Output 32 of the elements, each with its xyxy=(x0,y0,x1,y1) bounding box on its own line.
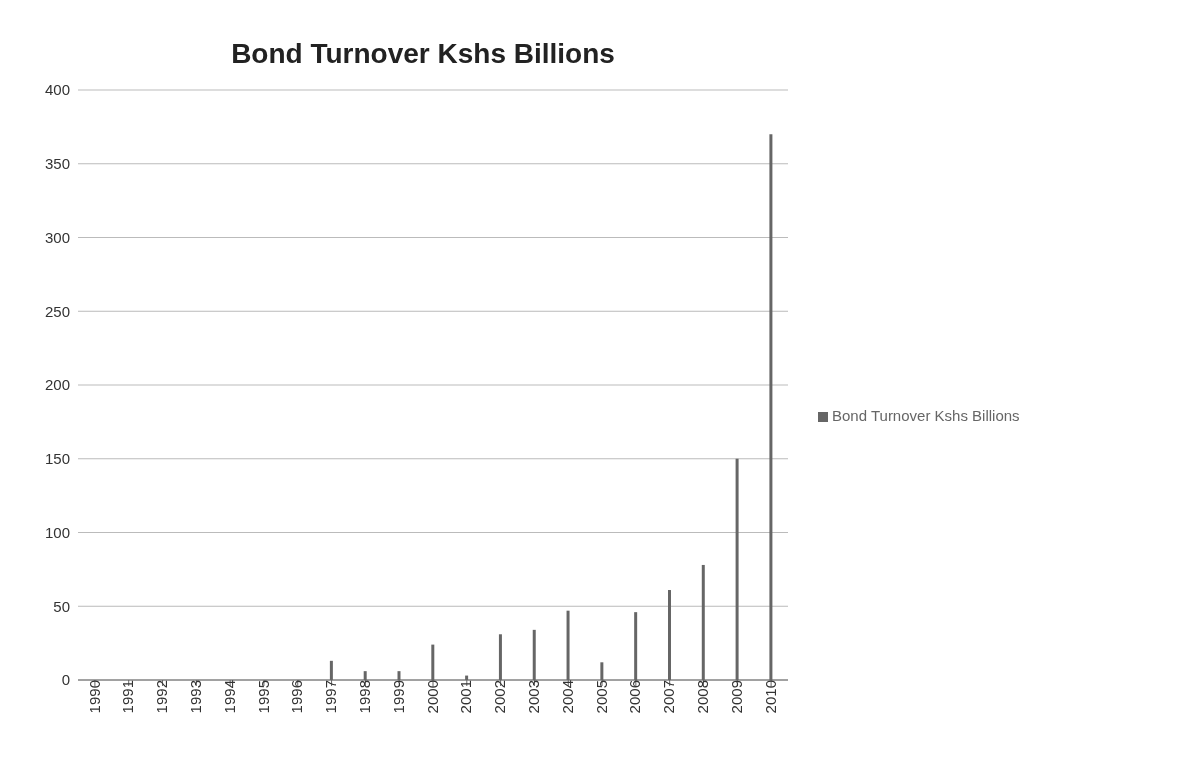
x-tick-label: 1999 xyxy=(389,680,407,714)
legend-label: Bond Turnover Kshs Billions xyxy=(832,406,1020,424)
x-tick-label: 2000 xyxy=(423,680,441,714)
chart-title: Bond Turnover Kshs Billions xyxy=(230,37,616,70)
x-tick-label: 1997 xyxy=(322,680,340,714)
x-tick-label: 1991 xyxy=(119,680,137,714)
x-tick-label: 1990 xyxy=(85,680,103,714)
x-tick-label: 2002 xyxy=(491,680,509,714)
y-tick-label: 0 xyxy=(61,671,70,689)
x-tick-label: 2008 xyxy=(694,680,712,714)
x-tick-label: 1994 xyxy=(220,680,238,714)
y-tick-label: 350 xyxy=(44,155,70,173)
y-tick-label: 100 xyxy=(44,523,70,541)
x-tick-label: 2003 xyxy=(525,680,543,714)
x-tick-label: 1995 xyxy=(254,680,272,714)
y-tick-label: 150 xyxy=(44,450,70,468)
x-tick-label: 2009 xyxy=(727,680,745,714)
x-tick-label: 1992 xyxy=(153,680,171,714)
y-tick-label: 50 xyxy=(53,597,70,615)
y-tick-label: 200 xyxy=(44,376,70,394)
y-tick-label: 250 xyxy=(44,302,70,320)
x-tick-label: 2004 xyxy=(558,680,576,714)
x-tick-label: 2006 xyxy=(626,680,644,714)
x-tick-label: 2007 xyxy=(660,680,678,714)
x-tick-label: 2001 xyxy=(457,680,475,714)
x-tick-label: 1998 xyxy=(356,680,374,714)
x-tick-label: 1996 xyxy=(288,680,306,714)
x-tick-label: 1993 xyxy=(186,680,204,714)
y-tick-label: 300 xyxy=(44,228,70,246)
y-tick-label: 400 xyxy=(44,81,70,99)
x-tick-label: 2010 xyxy=(761,680,779,714)
x-tick-label: 2005 xyxy=(592,680,610,714)
